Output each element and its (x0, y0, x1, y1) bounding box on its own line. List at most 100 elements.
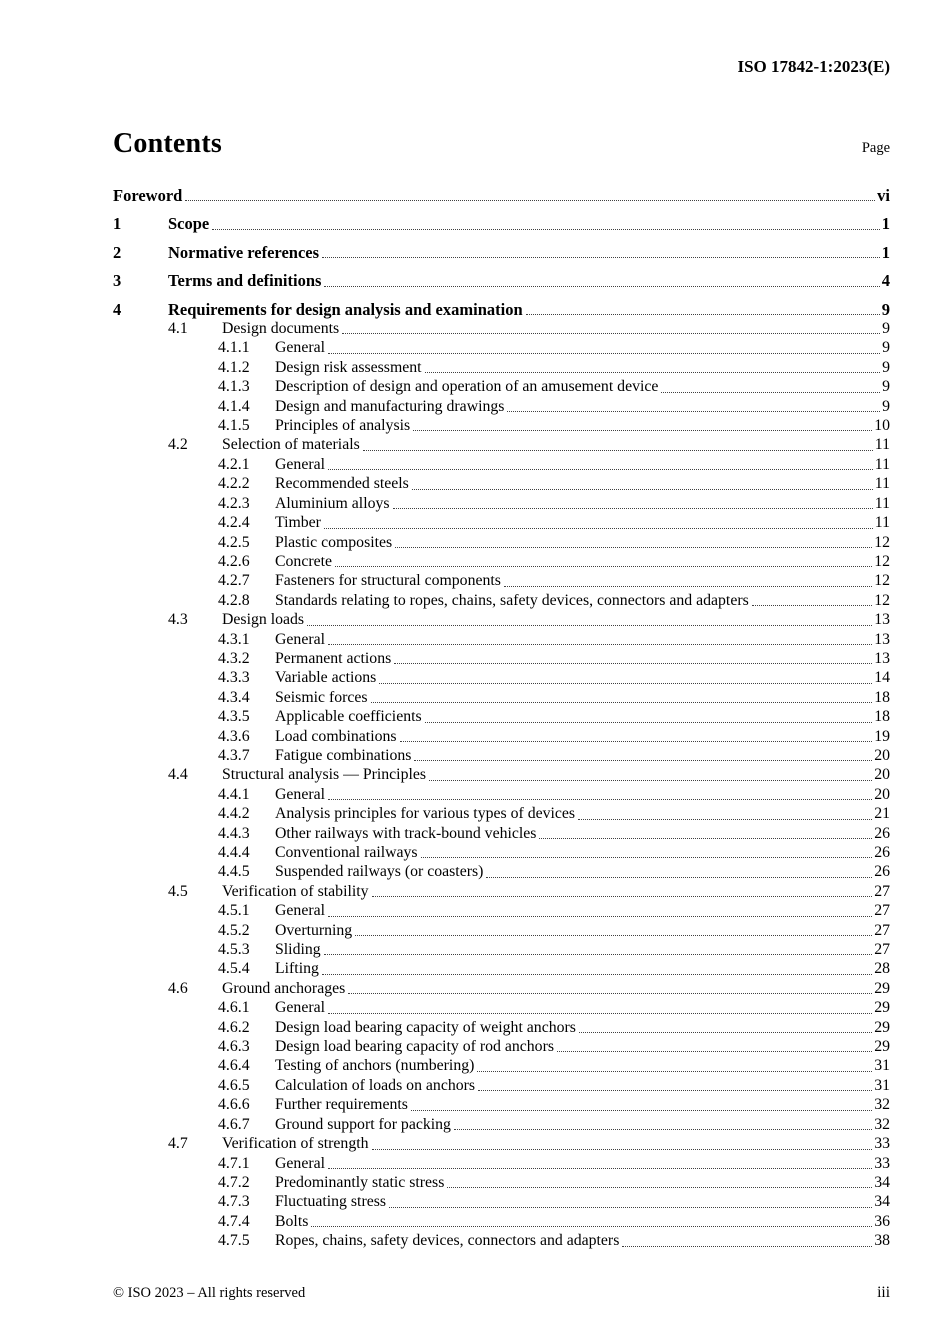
toc-entry-title: Analysis principles for various types of… (275, 805, 576, 823)
toc-row: 4.3.4 Seismic forces 18 (113, 688, 890, 707)
dotted-leader (323, 954, 873, 956)
toc-row: 4.5.3 Sliding 27 (113, 940, 890, 959)
dotted-leader (328, 469, 873, 471)
toc-entry-number: 4.2.2 (218, 475, 250, 493)
toc-entry-number: 4.4.1 (218, 785, 250, 803)
toc-entry-page: 9 (881, 299, 890, 319)
dotted-leader (447, 1187, 873, 1189)
toc-entry-title: Selection of materials (222, 436, 360, 454)
toc-entry-page: 33 (874, 1154, 890, 1172)
doc-reference: ISO 17842-1:2023(E) (737, 57, 890, 76)
toc-entry-title: Standards relating to ropes, chains, saf… (275, 591, 749, 609)
toc-entry-number: 4.5 (168, 882, 188, 900)
toc-row: 4.4.4 Conventional railways 26 (113, 843, 890, 862)
toc-row: 4.5.2 Overturning 27 (113, 921, 890, 940)
toc-entry-number: 4.6.7 (218, 1115, 250, 1133)
dotted-leader (328, 799, 873, 801)
toc-entry-page: 9 (882, 339, 890, 357)
toc-entry-title: General (275, 785, 325, 803)
toc-entry-page: 9 (882, 358, 890, 376)
toc-entry-title: Seismic forces (275, 688, 368, 706)
toc-entry-number: 4.5.4 (218, 960, 250, 978)
toc-row: Foreword vi (113, 186, 890, 205)
toc-row: 4.6.2 Design load bearing capacity of wei… (113, 1018, 890, 1037)
toc-entry-title: Concrete (275, 552, 333, 570)
toc-entry-page: 10 (874, 417, 890, 435)
toc-entry-title: Fasteners for structural components (275, 572, 501, 590)
dotted-leader (394, 663, 873, 665)
toc-entry-number: 4.3.3 (218, 669, 250, 687)
copyright-notice: © ISO 2023 – All rights reserved (113, 1285, 306, 1301)
toc-entry-title: Applicable coefficients (275, 708, 422, 726)
toc-entry-page: 29 (874, 999, 890, 1017)
toc-row: 4.2.7 Fasteners for structural components… (113, 571, 890, 590)
toc-row: 4.4 Structural analysis — Principles 20 (113, 765, 890, 784)
toc-entry-page: 12 (874, 552, 890, 570)
dotted-leader (424, 372, 881, 374)
toc-entry-number: 4.4 (168, 766, 188, 784)
toc-entry-number: 4.1.2 (218, 358, 250, 376)
dotted-leader (328, 352, 881, 354)
toc-row: 4.5.4 Lifting 28 (113, 959, 890, 978)
dotted-leader (429, 779, 873, 781)
toc-entry-page: 20 (874, 766, 890, 784)
dotted-leader (578, 1032, 873, 1034)
toc-entry-number: 4 (113, 299, 122, 319)
toc-entry-title: Overturning (275, 921, 353, 939)
toc-entry-page: 29 (874, 1018, 890, 1036)
toc-entry-title: Fluctuating stress (275, 1193, 387, 1211)
toc-row: 4.6.4 Testing of anchors (numbering) 31 (113, 1056, 890, 1075)
toc-row: 4.4.2 Analysis principles for various typ… (113, 804, 890, 823)
toc-entry-title: Principles of analysis (275, 417, 411, 435)
dotted-leader (399, 740, 873, 742)
toc-row: 4.2.5 Plastic composites 12 (113, 533, 890, 552)
toc-entry-number: 4.3.6 (218, 727, 250, 745)
toc-entry-number: 4.6.1 (218, 999, 250, 1017)
dotted-leader (342, 333, 881, 335)
toc-entry-title: Design load bearing capacity of rod anch… (275, 1038, 554, 1056)
toc-entry-title: Verification of stability (222, 882, 369, 900)
toc-entry-number: 4.6.3 (218, 1038, 250, 1056)
toc-entry-title: Predominantly static stress (275, 1173, 445, 1191)
toc-entry-page: 13 (874, 649, 890, 667)
dotted-leader (371, 1148, 873, 1150)
toc-entry-title: Permanent actions (275, 649, 392, 667)
toc-entry-number: 1 (113, 214, 122, 234)
toc-entry-page: 38 (874, 1232, 890, 1250)
toc-entry-number: 4.2 (168, 436, 188, 454)
toc-entry-number: 4.1.3 (218, 378, 250, 396)
toc-row: 4.1 Design documents 9 (113, 319, 890, 338)
dotted-leader (539, 838, 873, 839)
toc-row: 4.6 Ground anchorages 29 (113, 979, 890, 998)
toc-entry-number: 4.6.5 (218, 1076, 250, 1094)
toc-entry-title: Calculation of loads on anchors (275, 1076, 476, 1094)
toc-row: 4.6.7 Ground support for packing 32 (113, 1115, 890, 1134)
dotted-leader (362, 449, 873, 451)
toc-entry-title: Design load bearing capacity of weight a… (275, 1018, 576, 1036)
toc-row: 4.3.3 Variable actions 14 (113, 668, 890, 687)
toc-entry-page: 27 (874, 882, 890, 900)
dotted-leader (322, 257, 880, 259)
toc-row: 4.3.2 Permanent actions 13 (113, 649, 890, 668)
toc-entry-page: 12 (874, 572, 890, 590)
toc-entry-title: General (275, 455, 325, 473)
dotted-leader (424, 721, 873, 723)
toc-row: 4.3 Design loads 13 (113, 610, 890, 629)
toc-entry-page: 32 (874, 1115, 890, 1133)
toc-entry-page: 31 (874, 1076, 890, 1094)
toc-entry-number: 4.1.5 (218, 417, 250, 435)
page-footer: © ISO 2023 – All rights reserved iii (113, 1284, 890, 1302)
toc-row: 4.6.1 General 29 (113, 998, 890, 1017)
toc-entry-title: Sliding (275, 941, 321, 959)
toc-entry-number: 4.4.4 (218, 844, 250, 861)
toc-entry-number: 4.3.1 (218, 630, 250, 648)
toc-entry-title: Other railways with track-bound vehicles (275, 824, 537, 842)
dotted-leader (477, 1070, 873, 1072)
toc-entry-page: 20 (874, 785, 890, 803)
toc-entry-title: Load combinations (275, 727, 397, 745)
toc-entry-number: 4.2.6 (218, 552, 250, 570)
dotted-leader (328, 1012, 873, 1014)
toc-entry-page: 28 (874, 960, 890, 978)
dotted-leader (395, 546, 873, 548)
